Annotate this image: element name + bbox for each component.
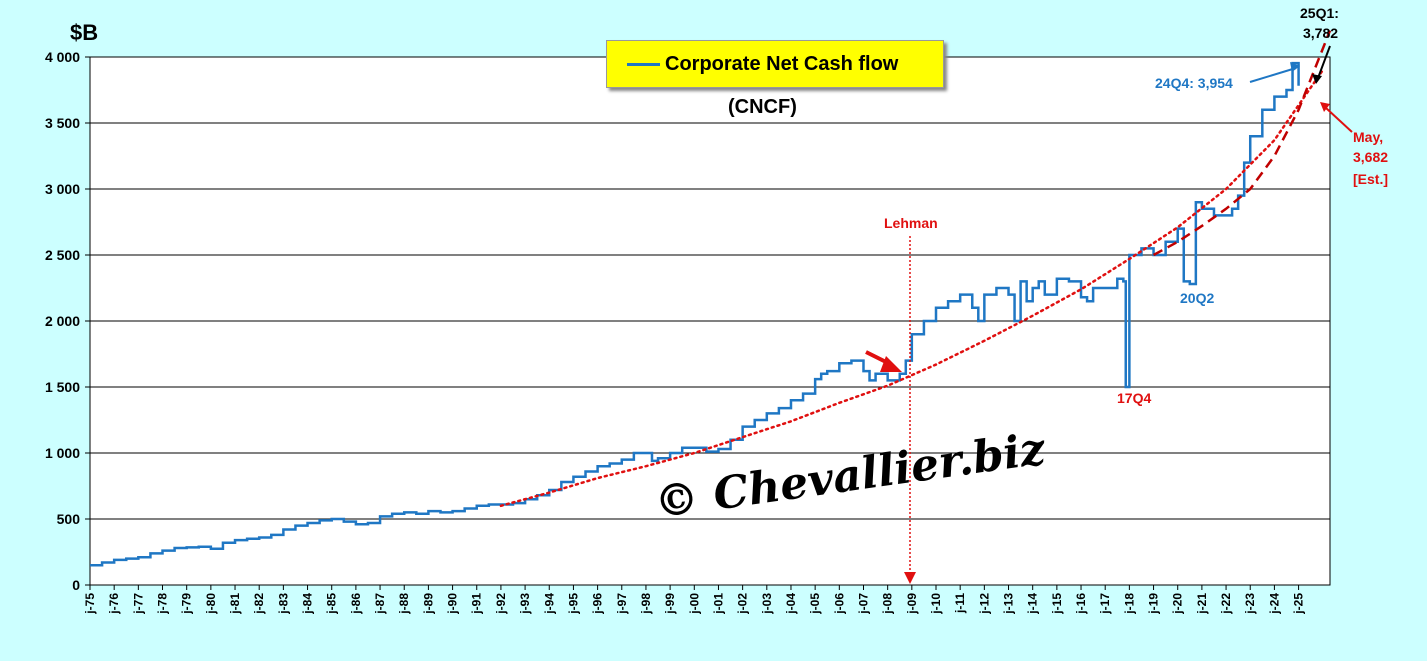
x-tick-label: j-06 (832, 593, 846, 615)
x-tick-label: j-97 (615, 593, 629, 615)
legend: Corporate Net Cash flow (606, 40, 944, 88)
x-tick-label: j-77 (131, 593, 145, 615)
annotations: 25Q1: 3,782 24Q4: 3,954 May, 3,682 [Est.… (865, 5, 1388, 584)
annotation-25q1-label: 25Q1: (1300, 5, 1339, 21)
y-tick-label: 1 500 (45, 379, 80, 395)
annotation-may-line1: May, (1353, 129, 1383, 145)
arrow-25q1-head (1312, 74, 1322, 84)
x-axis: j-75 j-76 j-77 j-78 j-79 j-80 j-81 j-82 j-83 j-84… (83, 585, 1306, 615)
annotation-may-line2: 3,682 (1353, 149, 1388, 165)
x-tick-label: j-00 (687, 593, 701, 615)
y-tick-label: 500 (57, 511, 81, 527)
x-tick-label: j-90 (446, 593, 460, 615)
x-tick-label: j-92 (494, 593, 508, 615)
annotation-17q4: 17Q4 (1117, 390, 1151, 406)
x-tick-label: j-85 (325, 593, 339, 615)
x-tick-label: j-88 (397, 593, 411, 615)
x-tick-label: j-24 (1267, 593, 1281, 615)
x-tick-label: j-82 (252, 593, 266, 615)
x-tick-label: j-99 (663, 593, 677, 615)
x-tick-label: j-81 (228, 593, 242, 615)
grid (90, 56, 1330, 520)
y-tick-label: 0 (72, 577, 80, 593)
x-tick-label: j-07 (856, 593, 870, 615)
x-tick-label: j-25 (1292, 593, 1306, 615)
x-tick-label: j-18 (1122, 593, 1136, 615)
lehman-arrowhead (904, 572, 916, 584)
x-tick-label: j-95 (566, 593, 580, 615)
y-tick-label: 4 000 (45, 49, 80, 65)
arrow-may-head (1320, 102, 1330, 112)
arrow-24q4-shaft (1249, 67, 1297, 83)
x-tick-label: j-15 (1050, 593, 1064, 615)
x-tick-label: j-19 (1147, 593, 1161, 615)
series-line-0 (90, 61, 1300, 567)
x-tick-label: j-98 (639, 593, 653, 615)
x-tick-label: j-94 (542, 593, 556, 615)
arrow-25q1-shaft (1317, 45, 1331, 79)
annotation-20q2: 20Q2 (1180, 290, 1214, 306)
x-tick-label: j-04 (784, 593, 798, 615)
x-tick-label: j-86 (349, 593, 363, 615)
x-tick-label: j-22 (1219, 593, 1233, 615)
x-tick-label: j-75 (83, 593, 97, 615)
x-tick-label: j-76 (107, 593, 121, 615)
x-tick-label: j-16 (1074, 593, 1088, 615)
y-tick-label: 3 500 (45, 115, 80, 131)
x-tick-label: j-05 (808, 593, 822, 615)
series-line-2 (1152, 30, 1332, 257)
x-tick-label: j-13 (1002, 593, 1016, 615)
x-tick-label: j-14 (1026, 593, 1040, 615)
x-tick-label: j-17 (1098, 593, 1112, 615)
x-tick-label: j-89 (421, 593, 435, 615)
x-tick-label: j-93 (518, 593, 532, 615)
x-tick-label: j-02 (736, 593, 750, 615)
chart-subtitle: (CNCF) (728, 96, 797, 118)
annotation-25q1-value: 3,782 (1303, 25, 1338, 41)
x-tick-label: j-03 (760, 593, 774, 615)
legend-label: Corporate Net Cash flow (665, 52, 899, 75)
y-axis: 0 500 1 000 1 500 2 000 2 500 3 000 3 500 4 000 (45, 49, 90, 593)
x-tick-label: j-91 (470, 593, 484, 615)
legend-swatch (627, 62, 660, 66)
x-tick-label: j-83 (276, 593, 290, 615)
x-tick-label: j-79 (180, 593, 194, 615)
x-tick-label: j-87 (373, 593, 387, 615)
y-axis-label: $B (70, 20, 99, 45)
y-tick-label: 1 000 (45, 445, 80, 461)
x-tick-label: j-84 (301, 593, 315, 615)
x-tick-label: j-23 (1243, 593, 1257, 615)
x-tick-label: j-08 (881, 593, 895, 615)
x-tick-label: j-78 (156, 593, 170, 615)
x-tick-label: j-21 (1195, 593, 1209, 615)
x-tick-label: j-96 (591, 593, 605, 615)
x-tick-label: j-20 (1171, 593, 1185, 615)
x-tick-label: j-12 (977, 593, 991, 615)
x-tick-label: j-09 (905, 593, 919, 615)
x-tick-label: j-11 (953, 593, 967, 614)
annotation-lehman: Lehman (884, 215, 938, 231)
y-tick-label: 2 000 (45, 313, 80, 329)
series-line-1 (499, 68, 1324, 508)
red-arrow-head (880, 356, 902, 372)
x-tick-label: j-10 (929, 593, 943, 615)
arrow-24q4-head (1290, 62, 1300, 72)
annotation-24q4: 24Q4: 3,954 (1155, 75, 1233, 91)
annotation-may-line3: [Est.] (1353, 171, 1388, 187)
y-tick-label: 2 500 (45, 247, 80, 263)
x-tick-label: j-80 (204, 593, 218, 615)
arrow-may-shaft (1325, 107, 1353, 133)
y-tick-label: 3 000 (45, 181, 80, 197)
x-tick-label: j-01 (711, 593, 725, 615)
series-group (90, 30, 1332, 567)
